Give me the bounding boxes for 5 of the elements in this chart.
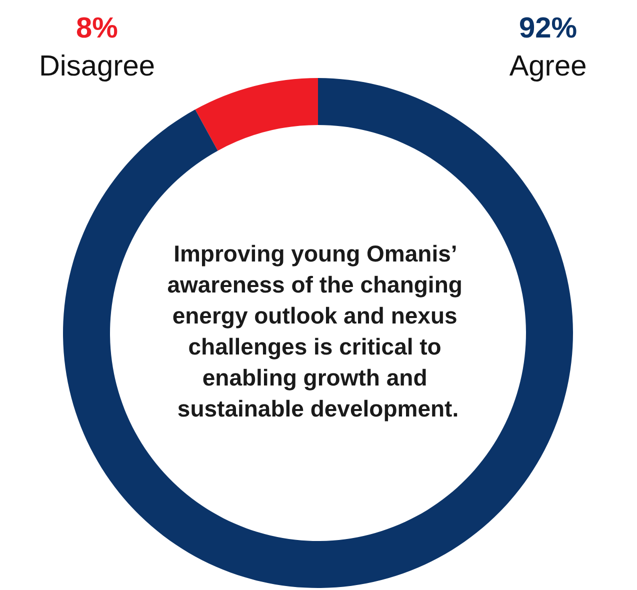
slice-label: Agree bbox=[509, 50, 587, 82]
text: Improving young Omanis’ awareness of the changing energy outlook and nexus challenges is critical to enabling growth and sustainable development. bbox=[167, 240, 469, 422]
slice-label: Disagree bbox=[38, 50, 156, 82]
data-label: 92% bbox=[518, 12, 578, 44]
data-label: 8% bbox=[76, 12, 118, 44]
